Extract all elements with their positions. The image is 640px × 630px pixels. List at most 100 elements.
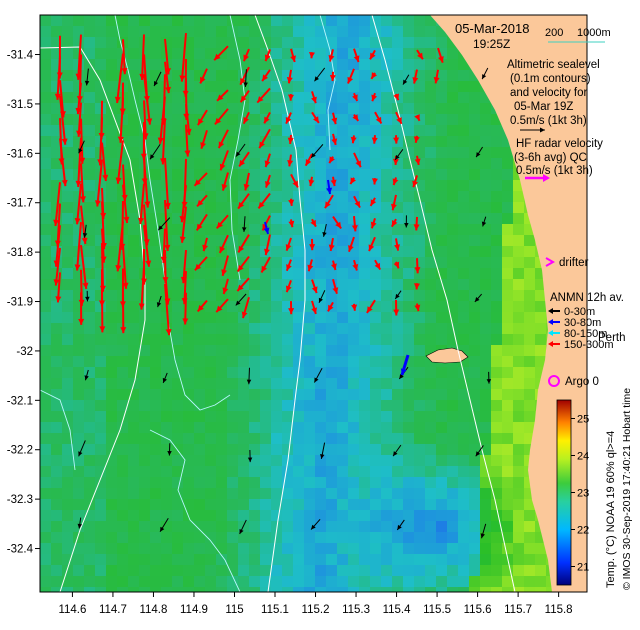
sst-pixel xyxy=(535,554,547,566)
sst-pixel xyxy=(326,37,338,49)
sst-pixel xyxy=(513,444,525,456)
sst-pixel xyxy=(51,301,63,313)
sst-pixel xyxy=(403,257,415,269)
sst-pixel xyxy=(271,279,283,291)
sst-pixel xyxy=(139,378,151,390)
sst-pixel xyxy=(117,125,129,137)
velocity-arrow xyxy=(260,256,271,273)
sst-pixel xyxy=(425,345,437,357)
velocity-arrow xyxy=(393,93,400,101)
sst-pixel xyxy=(392,455,404,467)
sst-pixel xyxy=(337,301,349,313)
sst-pixel xyxy=(326,378,338,390)
sst-pixel xyxy=(249,59,261,71)
sst-pixel xyxy=(95,345,107,357)
velocity-arrow xyxy=(94,159,103,207)
sst-pixel xyxy=(260,81,272,93)
sst-pixel xyxy=(260,312,272,324)
sst-pixel xyxy=(282,367,294,379)
sst-pixel xyxy=(271,367,283,379)
sst-pixel xyxy=(128,290,140,302)
sst-pixel xyxy=(117,26,129,38)
velocity-arrow xyxy=(475,445,484,457)
sst-pixel xyxy=(183,367,195,379)
sst-pixel xyxy=(62,213,74,225)
sst-pixel xyxy=(480,422,492,434)
sst-pixel xyxy=(62,15,74,27)
sst-pixel xyxy=(392,279,404,291)
sst-pixel xyxy=(403,301,415,313)
sst-pixel xyxy=(403,15,415,27)
sst-pixel xyxy=(73,466,85,478)
sst-pixel xyxy=(414,334,426,346)
sst-pixel xyxy=(161,543,173,555)
velocity-arrow xyxy=(241,296,250,319)
sst-pixel xyxy=(40,147,52,159)
sst-pixel xyxy=(194,37,206,49)
sst-pixel xyxy=(458,103,470,115)
sst-pixel xyxy=(513,367,525,379)
sst-pixel xyxy=(447,180,459,192)
sst-pixel xyxy=(337,521,349,533)
sst-pixel xyxy=(436,290,448,302)
sst-pixel xyxy=(370,455,382,467)
sst-pixel xyxy=(282,466,294,478)
sst-pixel xyxy=(315,455,327,467)
velocity-arrow xyxy=(74,222,82,271)
velocity-arrow xyxy=(286,69,293,84)
sst-pixel xyxy=(227,488,239,500)
velocity-arrow xyxy=(213,45,229,61)
sst-pixel xyxy=(348,499,360,511)
sst-pixel xyxy=(249,367,261,379)
sst-pixel xyxy=(260,587,272,592)
sst-pixel xyxy=(447,92,459,104)
sst-pixel xyxy=(51,81,63,93)
sst-pixel xyxy=(183,532,195,544)
sst-pixel xyxy=(238,125,250,137)
sst-pixel xyxy=(359,400,371,412)
sst-pixel xyxy=(260,59,272,71)
sst-pixel xyxy=(535,587,547,592)
sst-pixel xyxy=(414,301,426,313)
sst-pixel xyxy=(469,334,481,346)
sst-pixel xyxy=(326,257,338,269)
sst-pixel xyxy=(315,279,327,291)
sst-pixel xyxy=(194,400,206,412)
sst-pixel xyxy=(414,389,426,401)
sst-pixel xyxy=(502,257,514,269)
sst-pixel xyxy=(469,422,481,434)
sst-pixel xyxy=(271,81,283,93)
sst-pixel xyxy=(106,81,118,93)
sst-pixel xyxy=(348,422,360,434)
sst-pixel xyxy=(359,257,371,269)
sst-pixel xyxy=(348,411,360,423)
sst-pixel xyxy=(128,70,140,82)
velocity-arrow xyxy=(394,238,401,251)
sst-pixel xyxy=(62,224,74,236)
sst-pixel xyxy=(469,499,481,511)
sst-pixel xyxy=(227,202,239,214)
sst-pixel xyxy=(502,235,514,247)
sst-pixel xyxy=(205,565,217,577)
sst-pixel xyxy=(95,521,107,533)
velocity-arrow xyxy=(184,124,191,157)
sst-pixel xyxy=(73,323,85,335)
sst-pixel xyxy=(194,455,206,467)
sst-pixel xyxy=(205,279,217,291)
sst-pixel xyxy=(469,565,481,577)
sst-pixel xyxy=(414,345,426,357)
sst-pixel xyxy=(84,576,96,588)
sst-pixel xyxy=(51,312,63,324)
sst-pixel xyxy=(117,356,129,368)
sst-pixel xyxy=(40,389,52,401)
sst-pixel xyxy=(183,59,195,71)
sst-pixel xyxy=(128,422,140,434)
sst-pixel xyxy=(392,81,404,93)
velocity-arrow xyxy=(332,215,342,230)
sst-pixel xyxy=(183,499,195,511)
sst-pixel xyxy=(238,576,250,588)
sst-pixel xyxy=(502,202,514,214)
sst-pixel xyxy=(447,246,459,258)
sst-pixel xyxy=(480,158,492,170)
sst-pixel xyxy=(84,488,96,500)
